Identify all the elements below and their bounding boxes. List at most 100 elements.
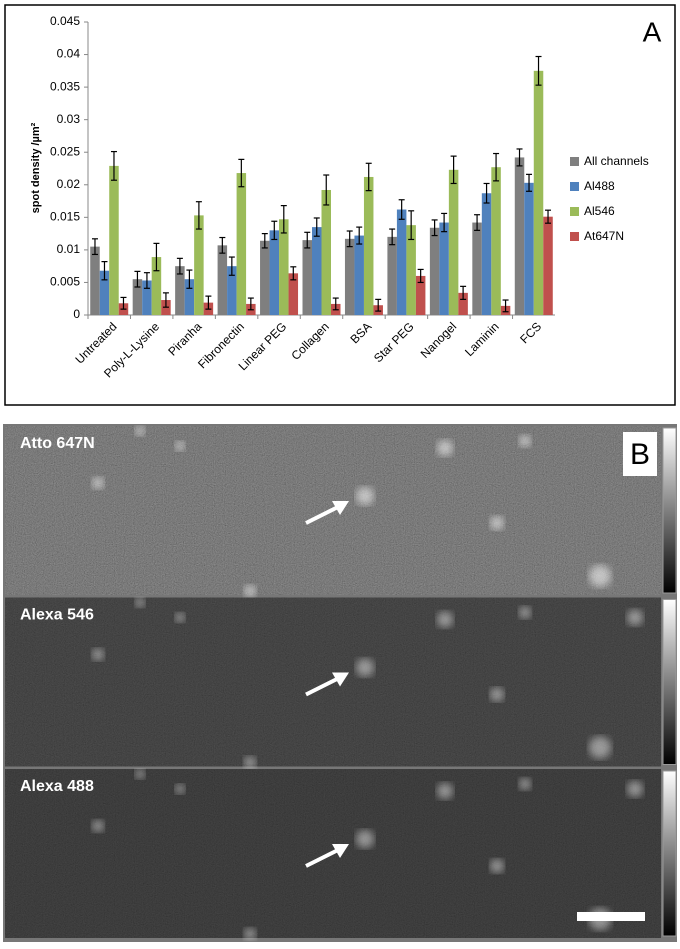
arrow [305,676,339,697]
bar [279,219,289,315]
legend-label: Al488 [584,179,615,193]
fluorescent-spot [175,441,185,451]
bar [387,236,397,315]
micrograph: Alexa 488 [5,769,677,940]
fluorescent-spot [244,756,256,769]
bar [396,209,407,315]
y-tick-label: 0.025 [50,144,80,158]
error-bar [143,272,150,289]
error-bar [332,297,339,311]
bar [406,225,416,315]
legend-swatch [570,232,579,241]
colorbar [662,770,677,937]
bar [543,216,553,315]
bar [524,182,534,315]
legend-label: Al546 [584,204,615,218]
error-bar [526,173,533,192]
error-bar [356,226,363,245]
error-bar [483,182,490,204]
y-axis-label: spot density /µm² [30,122,42,213]
fluorescent-spot [92,820,104,832]
micrograph: Atto 647N [5,426,677,597]
error-bar [280,205,287,234]
bar [90,246,100,315]
fluorescent-spot [490,516,504,530]
panel-label-box [623,432,657,476]
error-bar [91,238,98,256]
fluorescent-spot [519,435,531,447]
bar [472,222,482,315]
error-bar [323,174,330,206]
error-bar [176,257,183,275]
error-bar [219,236,226,254]
fluorescent-spot [490,687,504,702]
legend-swatch [570,207,579,216]
bar [321,189,331,315]
error-bar [247,297,254,311]
legend-swatch [570,157,579,166]
error-bar [375,298,382,312]
bar [514,157,525,315]
fluorescent-spot [92,477,104,489]
fluorescent-spot [589,736,611,759]
error-bar [134,270,141,288]
bar [217,245,228,315]
bar [109,165,119,315]
image-label: Atto 647N [20,435,95,452]
fluorescent-spot [627,609,643,626]
bar [99,270,110,315]
error-bar [460,285,467,300]
bar [458,292,468,315]
error-bar [238,158,245,188]
panel-b: Atto 647N Alexa 546 Alexa 488 B [3,424,677,942]
panel-a-frame [4,4,676,406]
bar [415,275,426,315]
fluorescent-spot [175,784,185,794]
y-tick-label: 0.015 [50,210,80,224]
bar [354,235,364,315]
error-bar [417,268,424,284]
arrow [305,848,339,868]
bar [491,167,501,315]
fluorescent-spot [244,928,256,940]
fluorescent-spot [92,648,104,661]
error-bar [110,150,117,181]
error-bar [389,228,396,246]
error-bar [441,212,448,233]
panel-label: A [643,16,662,47]
fluorescent-spot [244,585,256,597]
y-tick-label: 0.035 [50,79,80,93]
y-tick-label: 0.02 [57,177,81,191]
bar [260,240,270,315]
error-bar [186,269,193,289]
bar [448,169,459,315]
error-bar [516,148,523,167]
arrow-head [332,501,349,515]
legend-label: At647N [584,229,624,243]
y-tick-label: 0.03 [57,112,81,126]
error-bar [271,220,278,241]
colorbar [662,599,677,765]
error-bar [261,233,268,249]
error-bar [535,55,542,86]
error-bar [545,209,552,224]
bar [312,227,322,315]
y-tick-label: 0.01 [57,242,81,256]
scale-bar [577,912,645,921]
error-bar [408,210,415,241]
error-bar [162,292,169,308]
legend-label: All channels [584,154,649,168]
fluorescent-spot [356,830,374,848]
fluorescent-spot [519,778,531,790]
fluorescent-spot [356,658,374,677]
bar [132,279,143,315]
error-bar [431,219,438,237]
fluorescent-spot [437,783,453,799]
bar [439,222,449,315]
legend-swatch [570,182,579,191]
error-bar [502,299,509,313]
fluorescent-spot [135,769,145,779]
fluorescent-spot [437,440,453,456]
bar [236,173,247,315]
